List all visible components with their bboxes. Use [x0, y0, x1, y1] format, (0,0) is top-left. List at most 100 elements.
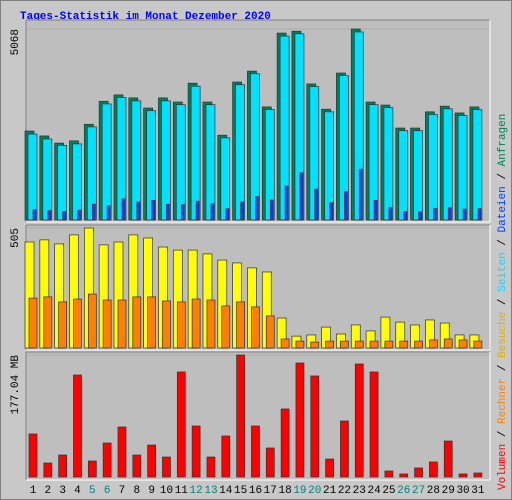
bar — [180, 204, 185, 221]
bar — [310, 341, 320, 349]
x-tick-label: 8 — [134, 485, 141, 497]
bar — [28, 433, 38, 478]
bar — [325, 458, 334, 478]
bar — [414, 467, 423, 478]
bar — [27, 133, 38, 221]
y-tick-label: 505 — [10, 228, 22, 248]
legend-separator: / — [497, 232, 509, 252]
bar — [433, 207, 437, 221]
bar — [57, 145, 68, 221]
bar — [121, 198, 126, 221]
bar — [429, 461, 438, 478]
bar — [87, 293, 97, 349]
x-tick-label: 31 — [471, 485, 485, 497]
bar — [72, 143, 82, 221]
bar — [58, 301, 68, 349]
x-tick-label: 11 — [175, 485, 189, 497]
legend-entry: Volumen — [497, 444, 509, 490]
bar — [73, 298, 82, 349]
bar — [473, 472, 483, 478]
bar — [384, 340, 394, 349]
bar — [151, 200, 155, 221]
bar — [255, 196, 259, 221]
bar — [175, 104, 186, 221]
bar — [132, 454, 142, 478]
bar — [251, 425, 260, 478]
x-tick-label: 19 — [293, 485, 306, 497]
bar — [236, 301, 245, 349]
bar — [279, 35, 290, 221]
bar — [191, 425, 201, 478]
bar — [62, 210, 67, 221]
legend-entry: Anfragen — [497, 114, 509, 167]
bar — [358, 168, 363, 221]
bar — [398, 130, 409, 221]
bar — [473, 340, 483, 349]
bar — [146, 110, 156, 221]
x-tick-label: 20 — [308, 485, 321, 497]
x-tick-label: 5 — [89, 485, 96, 497]
bar — [340, 340, 349, 349]
x-tick-label: 30 — [456, 485, 469, 497]
bar — [418, 211, 422, 221]
bar — [166, 203, 170, 221]
x-tick-label: 27 — [412, 485, 425, 497]
bar — [329, 202, 333, 221]
bar — [284, 185, 289, 221]
x-tick-label: 23 — [353, 485, 366, 497]
bar — [221, 435, 231, 478]
bar — [354, 340, 364, 349]
bar — [191, 298, 201, 349]
bar — [220, 137, 231, 221]
legend-entry: Dateien — [497, 186, 509, 232]
legend-separator: / — [497, 166, 509, 186]
y-tick-label: 5068 — [10, 29, 22, 55]
bar — [176, 301, 186, 349]
bar — [309, 86, 320, 221]
bar — [28, 297, 38, 349]
bar — [472, 109, 483, 221]
bar — [206, 299, 216, 349]
bar — [384, 470, 394, 478]
bar — [147, 296, 156, 349]
bar — [295, 340, 305, 349]
x-tick-label: 1 — [30, 485, 37, 497]
legend-entry: Besuche — [497, 312, 509, 358]
bar — [353, 31, 364, 221]
bar — [205, 104, 216, 221]
legend-entry: Rechner — [497, 378, 509, 424]
bar — [294, 33, 305, 221]
bar — [280, 338, 290, 349]
bar — [91, 203, 96, 221]
bar — [373, 200, 378, 221]
bar — [369, 340, 379, 349]
bar — [442, 108, 453, 221]
legend-separator: / — [497, 358, 509, 378]
bar — [42, 138, 53, 221]
bar — [162, 300, 171, 349]
bar — [269, 199, 274, 221]
x-tick-label: 22 — [338, 485, 351, 497]
bar — [86, 126, 97, 221]
bar — [340, 420, 349, 478]
legend-entry: Seiten — [497, 252, 509, 292]
bar — [195, 200, 200, 221]
bar — [236, 354, 245, 478]
x-tick-label: 10 — [160, 485, 173, 497]
bar — [43, 296, 53, 349]
x-tick-label: 4 — [74, 485, 81, 497]
bar — [310, 375, 320, 478]
bar — [77, 209, 81, 221]
bar — [43, 462, 53, 478]
x-tick-label: 21 — [323, 485, 337, 497]
legend-separator: / — [497, 424, 509, 444]
bar — [206, 456, 216, 478]
bar — [73, 374, 82, 478]
x-tick-label: 9 — [148, 485, 155, 497]
x-tick-label: 17 — [264, 485, 277, 497]
bar — [265, 447, 275, 478]
bar — [106, 205, 111, 221]
bar — [368, 104, 379, 221]
bar — [325, 340, 334, 349]
bar — [413, 130, 423, 221]
